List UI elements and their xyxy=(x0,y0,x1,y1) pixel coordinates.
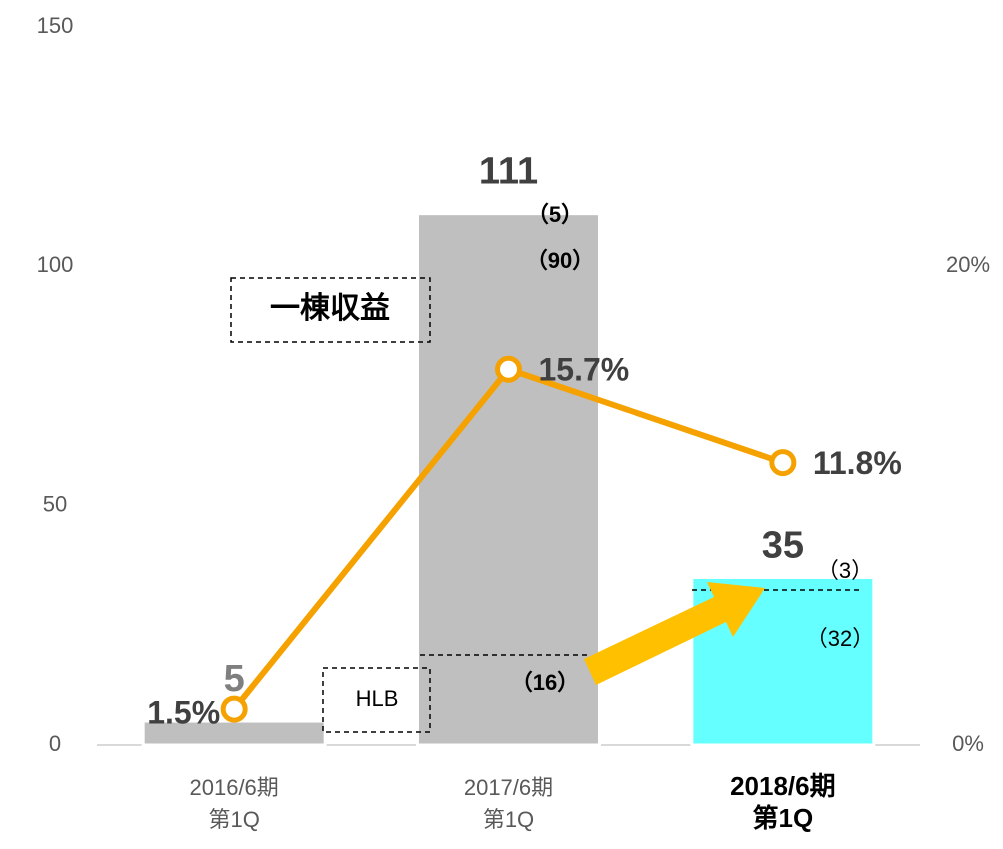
bar-value-label: 111 xyxy=(479,151,538,193)
bar-value-label: 5 xyxy=(224,658,245,700)
x-tick-label: 2017/6期 第1Q xyxy=(463,775,554,832)
annotation: 一棟収益 xyxy=(270,292,390,325)
annotation: （90） xyxy=(526,248,594,273)
y-tick-label: 150 xyxy=(37,13,74,38)
annotation: HLB xyxy=(356,686,399,711)
x-tick-label: 2016/6期 第1Q xyxy=(189,775,279,832)
line-value-label: 1.5% xyxy=(147,695,220,731)
bar-value-label: 35 xyxy=(762,524,804,566)
x-tick-label: 2018/6期 第1Q xyxy=(730,771,836,833)
annotation: （3） xyxy=(817,558,873,583)
y2-tick-label: 0% xyxy=(952,731,984,756)
line-value-label: 11.8% xyxy=(813,445,902,481)
y-tick-label: 100 xyxy=(37,252,74,277)
annotation: （16） xyxy=(511,670,579,695)
line-point xyxy=(769,449,797,477)
y-tick-label: 0 xyxy=(49,731,61,756)
dashed-box xyxy=(322,667,431,733)
line-point xyxy=(495,355,522,383)
annotation: （32） xyxy=(806,626,874,651)
y2-tick-label: 20% xyxy=(946,252,990,277)
dashed-box xyxy=(230,277,431,343)
arrow xyxy=(584,582,765,685)
y-tick-label: 50 xyxy=(43,491,67,516)
bar xyxy=(416,212,601,747)
line-value-label: 15.7% xyxy=(539,352,630,388)
annotation: （5） xyxy=(527,202,583,227)
line-point xyxy=(220,695,248,723)
